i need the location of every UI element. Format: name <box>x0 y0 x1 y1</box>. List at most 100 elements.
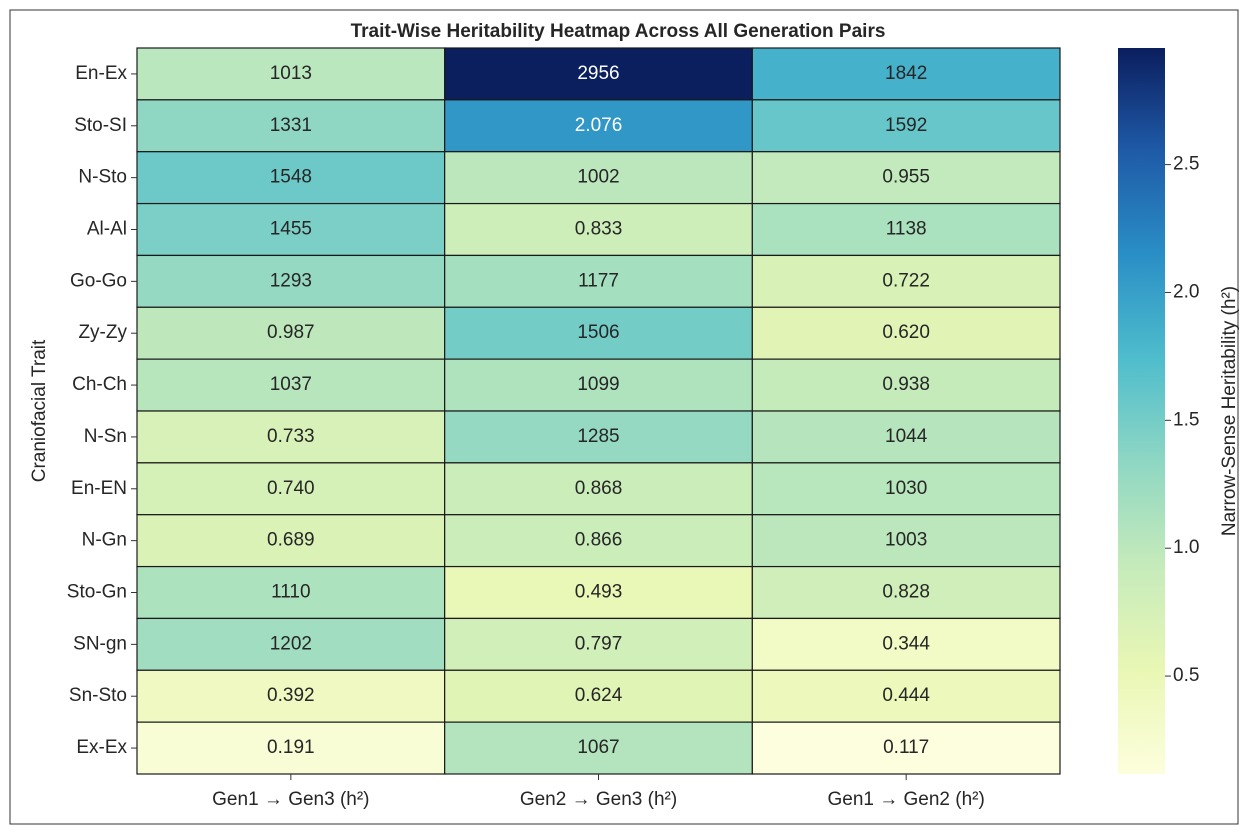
cell-label: 0.117 <box>883 737 929 758</box>
heatmap-cell <box>444 617 753 671</box>
y-tick-label: Ex-Ex <box>76 737 127 758</box>
heatmap-cell <box>444 462 753 516</box>
heatmap-cell <box>751 721 1061 775</box>
cell-label: 0.344 <box>882 633 930 654</box>
cell-label: 0.866 <box>575 530 623 551</box>
cell-label: 0.740 <box>267 478 315 499</box>
cell-label: 0.955 <box>882 167 930 188</box>
heatmap-cell <box>444 410 753 464</box>
heatmap-cell <box>751 47 1061 101</box>
y-tick-label: Sn-Sto <box>69 685 127 706</box>
cell-label: 0.493 <box>575 582 623 603</box>
heatmap-cell <box>751 306 1061 360</box>
y-tick-label: Sto-SI <box>74 115 127 136</box>
heatmap-cell <box>751 151 1061 205</box>
cell-label: 0.444 <box>882 685 930 706</box>
cell-label: 1013 <box>270 63 312 84</box>
heatmap-cell <box>444 254 753 308</box>
cell-label: 1548 <box>270 167 312 188</box>
cell-label: 1285 <box>577 426 619 447</box>
cell-label: 1177 <box>578 270 619 291</box>
y-tick-label: SN-gn <box>73 633 127 654</box>
y-tick-label: N-Gn <box>82 530 127 551</box>
heatmap-cell <box>751 358 1061 412</box>
cell-label: 1138 <box>886 219 927 240</box>
y-tick-label: N-Sto <box>78 167 127 188</box>
cell-label: 1842 <box>885 63 927 84</box>
cell-label: 2.076 <box>575 115 623 136</box>
heatmap-cell <box>136 721 446 775</box>
cell-label: 1506 <box>577 322 619 343</box>
cell-label: 1002 <box>577 167 619 188</box>
heatmap-cell <box>751 669 1061 723</box>
heatmap-cell <box>444 202 753 257</box>
colorbar-label: Narrow-Sense Heritability (h²) <box>1219 286 1240 536</box>
y-tick-label: En-Ex <box>75 63 127 84</box>
cell-label: 0.722 <box>882 270 930 291</box>
colorbar <box>1118 48 1165 774</box>
cell-label: 0.620 <box>882 322 930 343</box>
heatmap-cell <box>751 410 1061 464</box>
heatmap-cell <box>751 617 1061 671</box>
heatmap-cell <box>444 151 753 205</box>
heatmap-cell <box>444 358 753 412</box>
cell-label: 0.624 <box>575 685 623 706</box>
y-tick-label: En-EN <box>71 478 127 499</box>
heatmap-cell <box>751 514 1061 568</box>
cell-label: 0.689 <box>267 530 315 551</box>
x-tick-label: Gen1 → Gen2 (h²) <box>827 789 984 810</box>
cell-label: 0.987 <box>267 322 315 343</box>
cell-label: 1592 <box>885 115 927 136</box>
cell-label: 1067 <box>577 737 619 758</box>
heatmap-cell <box>136 202 446 257</box>
cell-label: 1331 <box>270 115 312 136</box>
colorbar-tick-label: 2.5 <box>1173 154 1199 175</box>
cell-label: 0.868 <box>575 478 623 499</box>
cell-label: 0.833 <box>575 219 623 240</box>
cell-label: 1099 <box>577 374 619 395</box>
cell-label: 0.938 <box>882 374 930 395</box>
cell-label: 0.392 <box>267 685 315 706</box>
colorbar-tick-label: 1.5 <box>1173 409 1199 430</box>
chart-title: Trait-Wise Heritability Heatmap Across A… <box>351 21 886 42</box>
cell-label: 1202 <box>270 633 312 654</box>
heatmap-cell <box>751 462 1061 516</box>
x-tick-label: Gen1 → Gen3 (h²) <box>212 789 369 810</box>
heatmap-cell <box>444 565 753 620</box>
heatmap-cell <box>136 410 446 464</box>
colorbar-tick-label: 0.5 <box>1173 665 1199 686</box>
cell-label: 1293 <box>270 270 312 291</box>
cell-label: 1110 <box>271 582 310 603</box>
heatmap-cell <box>751 565 1061 620</box>
y-axis-label: Craniofacial Trait <box>29 339 50 482</box>
heatmap-cell <box>136 565 446 620</box>
cell-label: 1044 <box>885 426 928 447</box>
heatmap-cell <box>444 306 753 360</box>
heatmap-cell <box>444 721 753 775</box>
heatmap-cell <box>751 202 1061 257</box>
cell-label: 0.797 <box>575 633 623 654</box>
cell-label: 0.191 <box>267 737 315 758</box>
heatmap-cell <box>444 514 753 568</box>
y-tick-label: Al-Al <box>87 219 127 240</box>
y-tick-label: Go-Go <box>70 270 127 291</box>
heatmap-cell <box>751 254 1061 308</box>
cell-label: 1030 <box>885 478 927 499</box>
cell-label: 1037 <box>270 374 312 395</box>
y-tick-label: Ch-Ch <box>72 374 127 395</box>
figure-frame <box>9 9 1239 825</box>
cell-label: 2956 <box>577 63 619 84</box>
x-tick-label: Gen2 → Gen3 (h²) <box>520 789 677 810</box>
cell-label: 1003 <box>885 530 927 551</box>
heatmap-cell <box>136 254 446 308</box>
heatmap-cell <box>444 47 753 101</box>
cell-label: 0.828 <box>882 582 930 603</box>
colorbar-tick-label: 1.0 <box>1173 537 1199 558</box>
heatmap-cell <box>136 306 446 360</box>
heatmap-cell <box>751 99 1061 153</box>
colorbar-tick-label: 2.0 <box>1173 281 1199 302</box>
cell-label: 1455 <box>270 219 312 240</box>
cell-label: 0.733 <box>267 426 315 447</box>
y-tick-label: N-Sn <box>84 426 127 447</box>
